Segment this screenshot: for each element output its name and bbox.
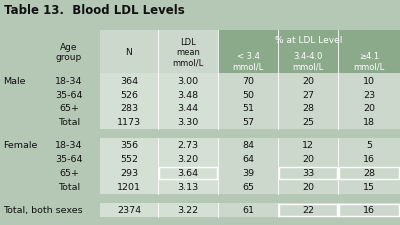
Text: 57: 57 [242, 118, 254, 127]
Text: 1173: 1173 [117, 118, 141, 127]
Bar [279, 167, 337, 179]
Bar [339, 167, 399, 179]
Text: 3.13: 3.13 [177, 183, 199, 192]
Text: 12: 12 [302, 141, 314, 150]
Text: 84: 84 [242, 141, 254, 150]
Text: 28: 28 [363, 169, 375, 178]
Text: 526: 526 [120, 90, 138, 99]
Text: N: N [126, 48, 132, 57]
Bar [218, 203, 400, 217]
Bar [218, 115, 400, 129]
Text: 20: 20 [302, 183, 314, 192]
Text: 16: 16 [363, 155, 375, 164]
Text: 61: 61 [242, 206, 254, 215]
Bar [100, 31, 218, 74]
Text: 3.48: 3.48 [178, 90, 198, 99]
Text: 51: 51 [242, 104, 254, 113]
Text: 3.64: 3.64 [178, 169, 198, 178]
Bar [218, 166, 400, 180]
Text: 3.00: 3.00 [178, 76, 198, 85]
Text: 50: 50 [242, 90, 254, 99]
Bar [100, 74, 218, 88]
Text: 5: 5 [366, 141, 372, 150]
Text: 3.20: 3.20 [178, 155, 198, 164]
Text: 15: 15 [363, 183, 375, 192]
Text: 2.73: 2.73 [178, 141, 198, 150]
Text: 33: 33 [302, 169, 314, 178]
Bar [279, 204, 337, 216]
Text: 22: 22 [302, 206, 314, 215]
Bar [100, 88, 218, 101]
Text: 20: 20 [302, 76, 314, 85]
Text: Female: Female [3, 141, 37, 150]
Text: 10: 10 [363, 76, 375, 85]
Text: 283: 283 [120, 104, 138, 113]
Text: LDL
mean
mmol/L: LDL mean mmol/L [172, 37, 204, 67]
Text: 16: 16 [363, 206, 375, 215]
Text: Total, both sexes: Total, both sexes [3, 206, 83, 215]
Bar [159, 167, 217, 179]
Bar [218, 74, 400, 88]
Bar [339, 204, 399, 216]
Bar [218, 152, 400, 166]
Text: 3.4-4.0
mmol/L: 3.4-4.0 mmol/L [292, 52, 324, 72]
Text: Male: Male [3, 76, 26, 85]
Text: 27: 27 [302, 90, 314, 99]
Text: Total: Total [58, 183, 80, 192]
Text: 65: 65 [242, 183, 254, 192]
Text: 65+: 65+ [59, 169, 79, 178]
Bar [100, 152, 218, 166]
Text: Table 13.  Blood LDL Levels: Table 13. Blood LDL Levels [4, 4, 185, 17]
Text: 18-34: 18-34 [55, 76, 83, 85]
Text: 293: 293 [120, 169, 138, 178]
Text: 39: 39 [242, 169, 254, 178]
Text: 3.44: 3.44 [178, 104, 198, 113]
Text: 20: 20 [302, 155, 314, 164]
Text: 2374: 2374 [117, 206, 141, 215]
Text: Total: Total [58, 118, 80, 127]
Text: < 3.4
mmol/L: < 3.4 mmol/L [232, 52, 264, 72]
Text: 18: 18 [363, 118, 375, 127]
Bar [218, 88, 400, 101]
Bar [218, 101, 400, 115]
Bar [100, 138, 218, 152]
Text: 64: 64 [242, 155, 254, 164]
Text: 20: 20 [363, 104, 375, 113]
Bar [100, 180, 218, 194]
Bar [100, 101, 218, 115]
Text: 364: 364 [120, 76, 138, 85]
Text: 35-64: 35-64 [55, 90, 83, 99]
Text: 18-34: 18-34 [55, 141, 83, 150]
Text: 552: 552 [120, 155, 138, 164]
Bar [100, 115, 218, 129]
Text: 356: 356 [120, 141, 138, 150]
Bar [218, 31, 400, 74]
Bar [100, 166, 218, 180]
Bar [100, 203, 218, 217]
Text: 35-64: 35-64 [55, 155, 83, 164]
Text: 23: 23 [363, 90, 375, 99]
Bar [218, 138, 400, 152]
Bar [0, 194, 400, 203]
Bar [218, 180, 400, 194]
Text: 3.30: 3.30 [177, 118, 199, 127]
Text: 65+: 65+ [59, 104, 79, 113]
Text: ≥4.1
mmol/L: ≥4.1 mmol/L [353, 52, 385, 72]
Bar [0, 129, 400, 138]
Text: 1201: 1201 [117, 183, 141, 192]
Text: Age
group: Age group [56, 43, 82, 62]
Text: 25: 25 [302, 118, 314, 127]
Text: 70: 70 [242, 76, 254, 85]
Text: % at LDL Level: % at LDL Level [275, 36, 343, 45]
Text: 28: 28 [302, 104, 314, 113]
Text: 3.22: 3.22 [178, 206, 198, 215]
